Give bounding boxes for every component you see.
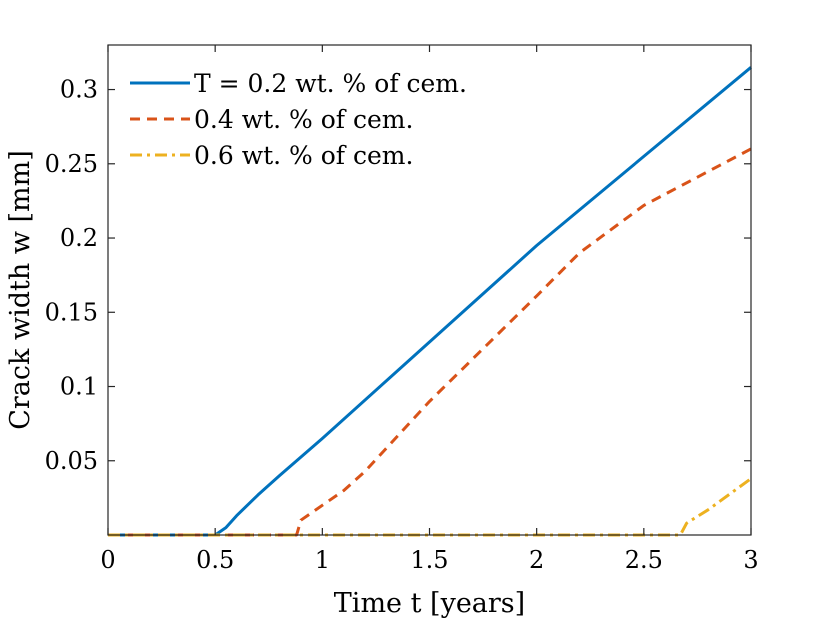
y-tick-label: 0.25	[45, 150, 98, 178]
ticks	[107, 45, 752, 535]
x-tick-label: 0.5	[196, 546, 234, 574]
x-tick-label: 3	[743, 546, 758, 574]
tick-labels: 0 0.5 1 1.5 2 2.5 3 0.05 0.1 0.15 0.2 0.25 0.3	[45, 76, 759, 574]
y-axis-label: Crack width w [mm]	[5, 150, 36, 430]
y-tick-label: 0.15	[45, 298, 98, 326]
x-tick-label: 1.5	[410, 546, 448, 574]
x-axis-label: Time t [years]	[334, 588, 525, 619]
x-tick-label: 0	[100, 546, 115, 574]
series-line-3	[108, 477, 752, 537]
legend-label-2: 0.4 wt. % of cem.	[194, 105, 413, 134]
y-tick-label: 0.1	[60, 373, 98, 401]
y-tick-label: 0.2	[60, 224, 98, 252]
series-line-2	[108, 147, 752, 537]
legend: T = 0.2 wt. % of cem. 0.4 wt. % of cem. 0.…	[122, 59, 492, 177]
y-tick-label: 0.05	[45, 447, 98, 475]
x-tick-label: 2.5	[625, 546, 663, 574]
x-tick-label: 1	[315, 546, 330, 574]
y-tick-label: 0.3	[60, 76, 98, 104]
legend-label-3: 0.6 wt. % of cem.	[194, 141, 413, 170]
legend-label-1: T = 0.2 wt. % of cem.	[194, 69, 467, 98]
series-line-1	[108, 66, 752, 537]
x-tick-label: 2	[529, 546, 544, 574]
